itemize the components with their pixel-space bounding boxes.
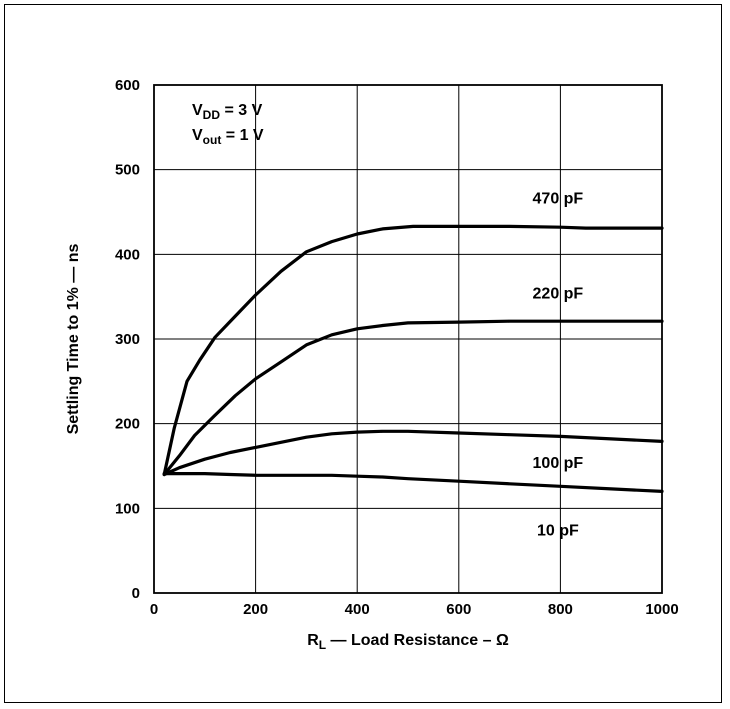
y-tick-label: 300: [115, 331, 140, 348]
y-axis-label: Settling Time to 1% — ns: [65, 243, 82, 434]
series-label-10-pf: 10 pF: [537, 523, 579, 540]
figure-frame: [4, 4, 722, 703]
x-tick-label: 1000: [645, 601, 678, 618]
series-label-220-pf: 220 pF: [533, 285, 584, 302]
y-tick-label: 600: [115, 77, 140, 94]
series-labels: 470 pF 220 pF 100 pF 10 pF: [533, 191, 584, 540]
y-tick-label: 500: [115, 162, 140, 179]
tick-labels: 0 200 400 600 800 1000 0 100 200 300 400 500 600: [115, 77, 679, 618]
y-tick-label: 200: [115, 416, 140, 433]
series-line-100-pf: [162, 429, 664, 477]
series-label-470-pf: 470 pF: [533, 191, 584, 208]
x-axis-label: RL — Load Resistance – Ω: [307, 632, 509, 652]
x-tick-label: 800: [548, 601, 573, 618]
series-line-470-pf: [162, 224, 664, 477]
x-tick-label: 200: [243, 601, 268, 618]
y-tick-label: 0: [132, 585, 140, 602]
series-curves: [162, 224, 664, 493]
x-tick-label: 600: [446, 601, 471, 618]
plot-border: [153, 84, 663, 594]
condition-vdd: VDD = 3 V: [192, 102, 263, 122]
series-line-220-pf: [162, 319, 664, 477]
condition-vout: Vout = 1 V: [192, 127, 264, 147]
x-tick-label: 400: [345, 601, 370, 618]
x-tick-label: 0: [150, 601, 158, 618]
gridlines: [153, 84, 663, 594]
y-tick-label: 400: [115, 246, 140, 263]
y-tick-label: 100: [115, 500, 140, 517]
series-label-100-pf: 100 pF: [533, 455, 584, 472]
series-line-10-pf: [162, 472, 664, 493]
